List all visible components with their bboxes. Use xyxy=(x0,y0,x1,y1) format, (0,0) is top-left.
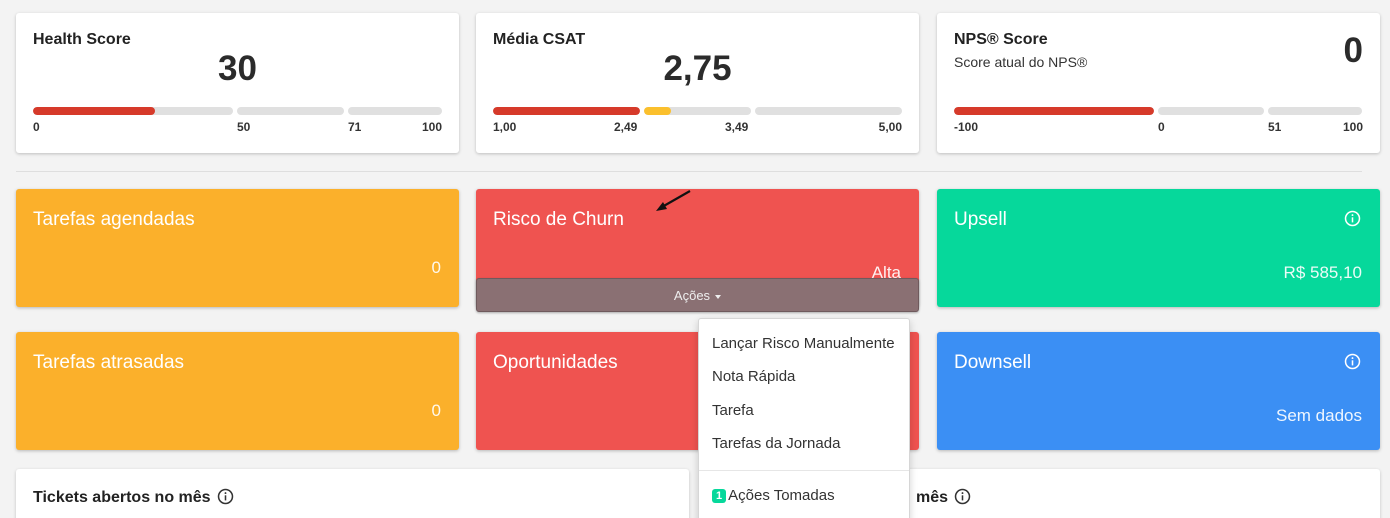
tile-title: Tarefas agendadas xyxy=(33,209,195,230)
nps-subtitle: Score atual do NPS® xyxy=(954,54,1088,70)
health-score-title: Health Score xyxy=(33,31,131,48)
nps-tick: 0 xyxy=(1158,120,1165,134)
info-icon[interactable] xyxy=(1344,353,1361,370)
csat-tick: 5,00 xyxy=(878,120,902,134)
pointer-arrow-icon xyxy=(656,190,691,211)
csat-tick: 1,00 xyxy=(493,120,517,134)
health-tick: 100 xyxy=(421,120,442,134)
tile-value: R$ 585,10 xyxy=(1283,263,1362,282)
menu-item-acoes-tomadas[interactable]: 1 Ações Tomadas xyxy=(712,487,835,504)
tile-title: Oportunidades xyxy=(493,352,618,373)
tile-value: 0 xyxy=(431,258,441,277)
acoes-dropdown-button[interactable]: Ações xyxy=(476,278,919,312)
menu-item-lancar-risco[interactable]: Lançar Risco Manualmente xyxy=(712,335,895,352)
csat-title: Média CSAT xyxy=(493,31,586,48)
tarefas-atrasadas-tile[interactable]: Tarefas atrasadas 0 xyxy=(16,332,459,450)
right-bottom-title-text: mês xyxy=(916,489,949,506)
nps-bar-segment-1 xyxy=(954,107,1154,115)
info-icon[interactable] xyxy=(954,488,971,505)
nps-bar-segment-2 xyxy=(1158,107,1264,115)
tile-value: Sem dados xyxy=(1276,406,1362,425)
tile-title: Upsell xyxy=(954,209,1007,230)
menu-item-label: Ações Tomadas xyxy=(728,487,835,504)
caret-down-icon xyxy=(715,294,722,299)
tickets-title-text: Tickets abertos no mês xyxy=(33,489,211,506)
right-bottom-title: mês xyxy=(916,488,971,507)
tickets-card: Tickets abertos no mês xyxy=(16,469,689,518)
upsell-tile[interactable]: Upsell R$ 585,10 xyxy=(937,189,1380,307)
info-icon[interactable] xyxy=(217,488,234,505)
nps-title: NPS® Score xyxy=(954,31,1048,48)
health-bar-segment-1 xyxy=(33,107,233,115)
health-bar-segment-2 xyxy=(237,107,344,115)
health-score-card: Health Score 30 0 50 71 100 xyxy=(16,13,459,153)
info-icon[interactable] xyxy=(1344,210,1361,227)
csat-bar-segment-3 xyxy=(755,107,902,115)
acoes-dropdown-menu: Lançar Risco Manualmente Nota Rápida Tar… xyxy=(698,318,910,518)
csat-bar-segment-1 xyxy=(493,107,640,115)
nps-card: NPS® Score Score atual do NPS® 0 -100 0 … xyxy=(937,13,1380,153)
section-divider xyxy=(16,171,1362,172)
nps-bar-segment-3 xyxy=(1268,107,1362,115)
csat-tick: 2,49 xyxy=(614,120,638,134)
tile-title: Risco de Churn xyxy=(493,209,624,230)
count-badge: 1 xyxy=(712,489,727,503)
health-tick: 71 xyxy=(348,120,362,134)
csat-tick: 3,49 xyxy=(725,120,749,134)
downsell-tile[interactable]: Downsell Sem dados xyxy=(937,332,1380,450)
tile-value: Alta xyxy=(871,263,901,282)
menu-divider xyxy=(699,470,909,471)
nps-value: 0 xyxy=(1343,31,1363,70)
tile-value: 0 xyxy=(431,401,441,420)
nps-tick: 51 xyxy=(1268,120,1282,134)
health-score-value: 30 xyxy=(218,49,257,88)
nps-tick: 100 xyxy=(1342,120,1363,134)
menu-item-tarefa[interactable]: Tarefa xyxy=(712,402,754,419)
csat-value: 2,75 xyxy=(663,49,732,88)
nps-tick: -100 xyxy=(954,120,979,134)
tarefas-agendadas-tile[interactable]: Tarefas agendadas 0 xyxy=(16,189,459,307)
csat-bar-segment-2 xyxy=(644,107,751,115)
menu-item-nota-rapida[interactable]: Nota Rápida xyxy=(712,368,796,385)
acoes-label: Ações xyxy=(673,288,711,303)
health-tick: 0 xyxy=(33,120,40,134)
tickets-title: Tickets abertos no mês xyxy=(33,488,234,507)
menu-item-tarefas-jornada[interactable]: Tarefas da Jornada xyxy=(712,435,841,452)
tile-title: Tarefas atrasadas xyxy=(33,352,185,373)
health-bar-segment-3 xyxy=(348,107,442,115)
tile-title: Downsell xyxy=(954,352,1032,373)
health-tick: 50 xyxy=(237,120,251,134)
csat-card: Média CSAT 2,75 1,00 2,49 3,49 5,00 xyxy=(476,13,919,153)
